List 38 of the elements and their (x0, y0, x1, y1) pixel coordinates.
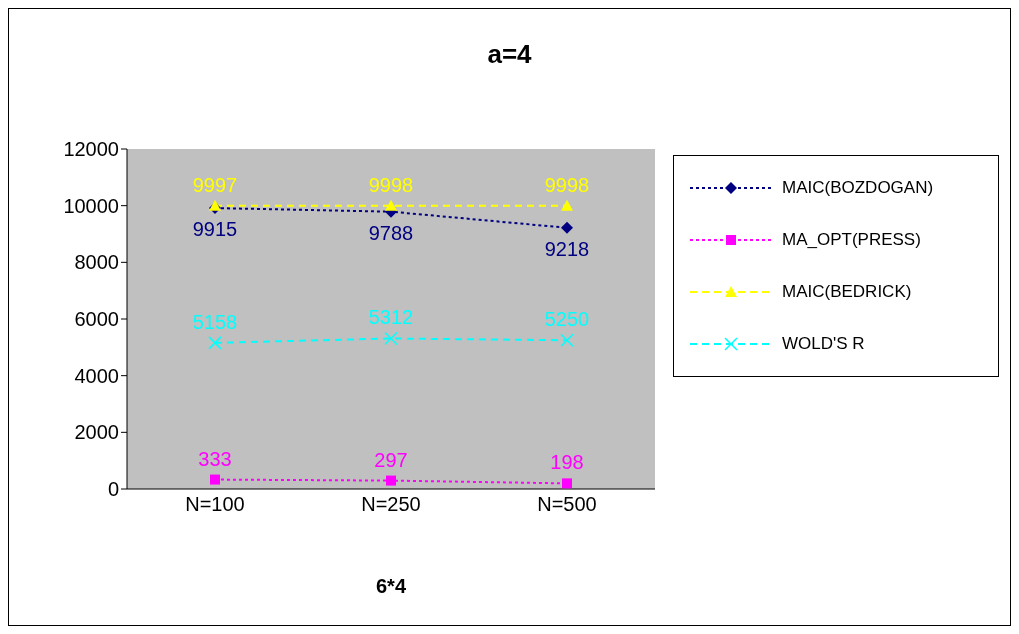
data-label: 9998 (368, 173, 414, 196)
data-label: 9915 (192, 218, 238, 241)
point (384, 331, 398, 346)
y-tick-label: 6000 (74, 308, 119, 331)
chart-title: a=4 (486, 39, 533, 70)
point (560, 333, 574, 347)
y-tick-label: 12000 (63, 138, 119, 161)
y-tick-label: 4000 (74, 364, 119, 387)
point (561, 221, 573, 234)
point (208, 336, 222, 350)
data-label: 198 (550, 451, 584, 474)
point (209, 199, 221, 211)
point (561, 199, 573, 211)
point (386, 475, 396, 486)
data-label: 9998 (544, 173, 590, 196)
x-tick-label: N=500 (537, 493, 597, 516)
x-axis-title: 6*4 (375, 575, 407, 598)
data-label: 5158 (192, 310, 238, 333)
y-tick-label: 8000 (74, 251, 119, 274)
y-tick-label: 0 (107, 478, 119, 501)
data-label: 9788 (368, 221, 414, 244)
data-label: 5250 (544, 308, 590, 331)
y-tick-label: 2000 (74, 421, 119, 444)
point (562, 478, 572, 489)
point (385, 199, 397, 211)
data-label: 9218 (544, 238, 590, 261)
data-label: 297 (374, 448, 408, 471)
data-label: 5312 (368, 306, 414, 329)
x-tick-label: N=250 (361, 493, 421, 516)
legend-label: WOLD'S R (782, 334, 865, 354)
data-label: 9997 (192, 173, 238, 196)
point (210, 474, 220, 485)
legend-label: MAIC(BEDRICK) (782, 282, 912, 302)
legend-label: MA_OPT(PRESS) (782, 230, 921, 250)
x-tick-label: N=100 (185, 493, 245, 516)
y-tick-label: 10000 (63, 194, 119, 217)
legend-label: MAIC(BOZDOGAN) (782, 178, 934, 198)
data-label: 333 (198, 447, 232, 470)
